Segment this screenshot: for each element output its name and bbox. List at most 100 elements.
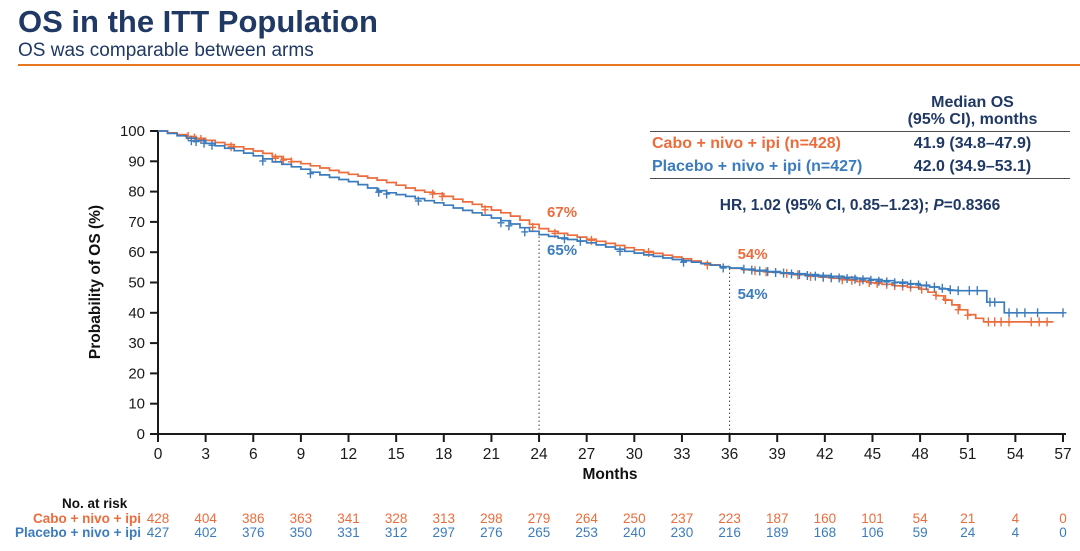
x-tick-label: 24 (530, 446, 548, 463)
risk-count: 264 (575, 511, 598, 526)
risk-count: 237 (670, 511, 694, 526)
risk-count: 101 (861, 511, 884, 526)
risk-count: 331 (337, 525, 360, 540)
hr-suffix: =0.8366 (943, 197, 1001, 214)
risk-row-placebo: Placebo + nivo + ipi 427 402 376 350 331 312 29… (0, 526, 1080, 540)
x-tick-label: 6 (249, 446, 258, 463)
x-tick-label: 12 (340, 446, 357, 463)
landmark-label: 67% (547, 203, 578, 221)
risk-count: 4 (1011, 525, 1020, 540)
legend-separator-bottom (650, 178, 1070, 179)
risk-count: 160 (813, 511, 837, 526)
y-tick-label: 30 (128, 335, 145, 352)
x-tick-label: 18 (435, 446, 452, 463)
x-tick-label: 21 (483, 446, 500, 463)
header-divider (18, 64, 1080, 66)
legend-median-cabo: 41.9 (34.8–47.9) (913, 134, 1032, 152)
risk-count: 187 (765, 511, 789, 526)
x-tick-label: 30 (626, 446, 644, 463)
x-axis-title: Months (582, 466, 638, 483)
legend-header: Median OS (95% CI), months (875, 94, 1070, 131)
page-subtitle: OS was comparable between arms (18, 40, 314, 61)
legend-header-line1: Median OS (931, 94, 1014, 111)
risk-count: 0 (1059, 525, 1067, 540)
landmark-label: 65% (547, 241, 578, 259)
risk-count: 312 (384, 525, 408, 540)
legend-median-placebo: 42.0 (34.9–53.1) (913, 157, 1032, 175)
risk-row-cabo: Cabo + nivo + ipi 428 404 386 363 341 328 313 29… (0, 512, 1080, 526)
risk-count: 230 (670, 525, 694, 540)
risk-count: 0 (1059, 511, 1067, 526)
risk-count: 21 (960, 511, 976, 526)
y-tick-label: 0 (137, 426, 145, 443)
y-tick-label: 90 (128, 153, 145, 170)
risk-count: 250 (623, 511, 646, 526)
x-tick-label: 48 (911, 446, 928, 463)
risk-count: 427 (146, 525, 170, 540)
y-tick-label: 50 (128, 275, 145, 292)
risk-count: 402 (194, 525, 217, 540)
page-title: OS in the ITT Population (18, 4, 378, 39)
risk-count: 24 (960, 525, 976, 540)
x-tick-label: 42 (816, 446, 833, 463)
risk-count: 276 (480, 525, 503, 540)
risk-count: 386 (241, 511, 265, 526)
y-tick-label: 20 (128, 365, 145, 382)
risk-count: 298 (480, 511, 503, 526)
risk-count: 297 (432, 525, 456, 540)
risk-row-label: Placebo + nivo + ipi (14, 525, 141, 540)
x-tick-label: 33 (673, 446, 690, 463)
legend-separator-top (650, 131, 1070, 132)
risk-count: 253 (575, 525, 598, 540)
x-tick-label: 51 (959, 446, 976, 463)
risk-count: 240 (623, 525, 646, 540)
risk-count: 350 (289, 525, 313, 540)
y-tick-label: 40 (128, 305, 145, 322)
landmark-label: 54% (737, 246, 768, 264)
risk-count: 168 (813, 525, 837, 540)
x-tick-label: 0 (154, 446, 163, 463)
x-tick-label: 57 (1054, 446, 1071, 463)
risk-count: 4 (1011, 511, 1020, 526)
x-tick-label: 54 (1007, 446, 1025, 463)
risk-table-title: No. at risk (62, 496, 128, 511)
y-tick-label: 100 (120, 123, 145, 140)
x-tick-label: 27 (578, 446, 595, 463)
y-tick-label: 60 (128, 244, 145, 261)
x-tick-label: 3 (201, 446, 210, 463)
risk-count: 106 (861, 525, 884, 540)
risk-count: 216 (718, 525, 741, 540)
y-tick-label: 10 (128, 396, 145, 413)
risk-count: 404 (194, 511, 217, 526)
risk-row-label: Cabo + nivo + ipi (32, 511, 141, 526)
legend-row-placebo: Placebo + nivo + ipi (n=427) 42.0 (34.9–… (650, 155, 1070, 178)
hr-p-symbol: P (933, 197, 944, 214)
risk-count: 328 (384, 511, 408, 526)
risk-count: 54 (912, 511, 928, 526)
legend-header-row: Median OS (95% CI), months (650, 94, 1070, 131)
x-tick-label: 15 (388, 446, 405, 463)
risk-count: 223 (718, 511, 741, 526)
y-axis-title: Probability of OS (%) (87, 204, 104, 360)
risk-count: 363 (289, 511, 313, 526)
risk-count: 428 (146, 511, 170, 526)
risk-count: 265 (527, 525, 551, 540)
risk-count: 59 (912, 525, 928, 540)
risk-count: 376 (241, 525, 265, 540)
risk-count: 313 (432, 511, 456, 526)
risk-count: 189 (765, 525, 789, 540)
legend-arm-placebo: Placebo + nivo + ipi (n=427) (652, 157, 863, 175)
hazard-ratio-text: HR, 1.02 (95% CI, 0.85–1.23); P=0.8366 (650, 197, 1070, 215)
hr-prefix: HR, 1.02 (95% CI, 0.85–1.23); (719, 197, 934, 214)
x-tick-label: 9 (297, 446, 306, 463)
legend-header-line2: (95% CI), months (907, 111, 1038, 128)
x-tick-label: 39 (769, 446, 786, 463)
y-tick-label: 80 (128, 184, 145, 201)
legend-arm-cabo: Cabo + nivo + ipi (n=428) (652, 134, 841, 152)
x-tick-label: 36 (721, 446, 738, 463)
x-tick-label: 45 (864, 446, 881, 463)
legend-row-cabo: Cabo + nivo + ipi (n=428) 41.9 (34.8–47.… (650, 132, 1070, 155)
landmark-label: 54% (737, 285, 768, 303)
